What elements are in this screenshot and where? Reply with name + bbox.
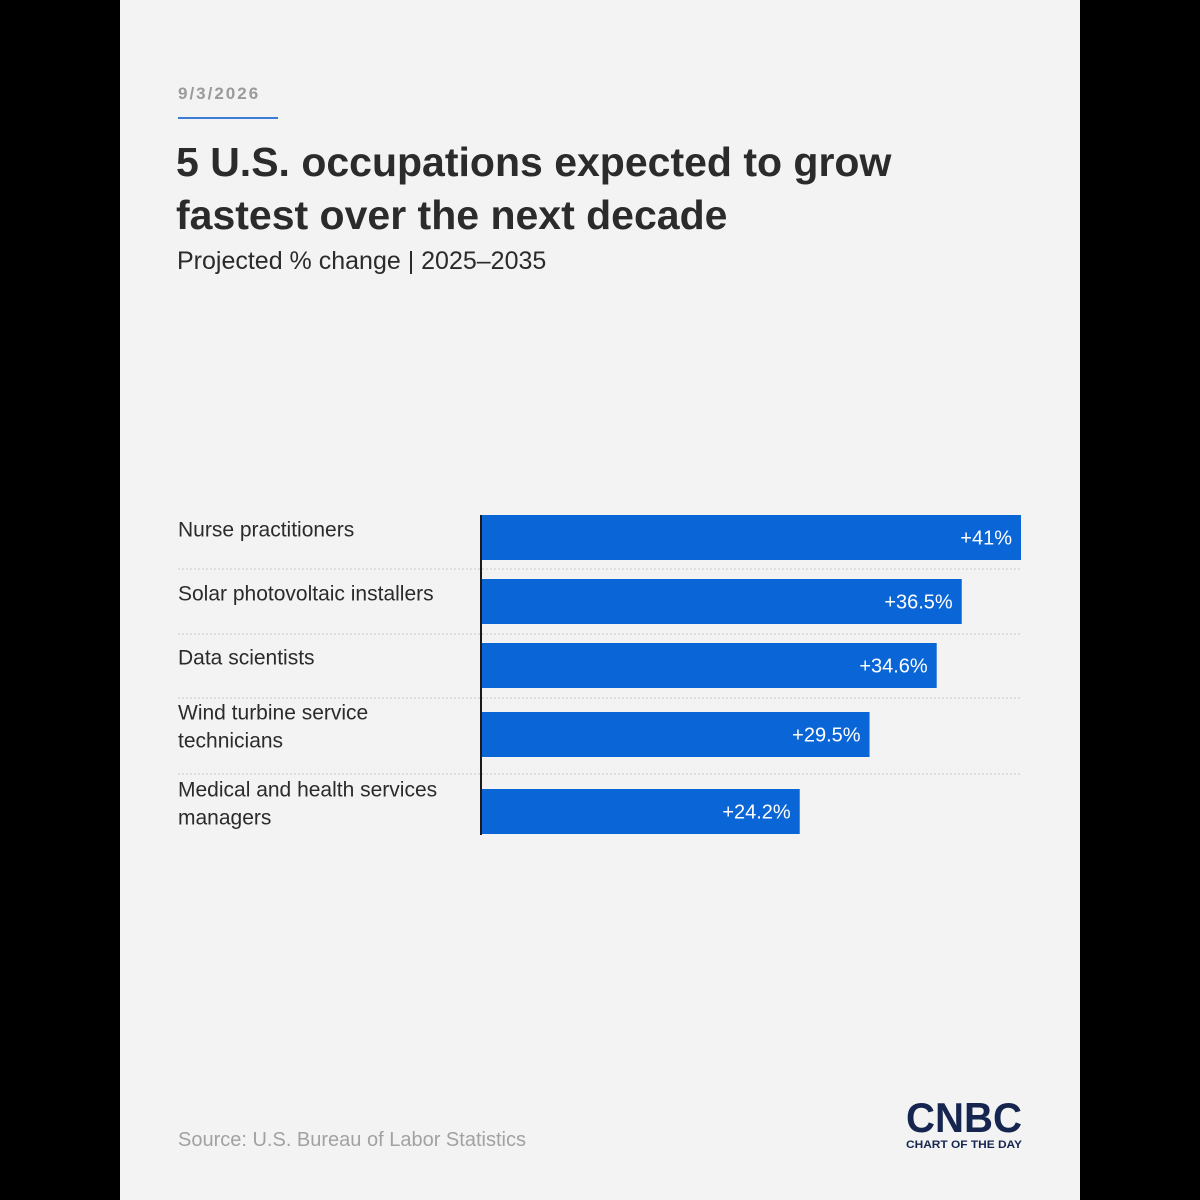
category-label: Medical and health services: [178, 779, 437, 802]
category-label: Solar photovoltaic installers: [178, 583, 434, 606]
chart-date: 9/3/2026: [178, 84, 261, 103]
bar: [481, 579, 962, 624]
chart-card: 9/3/2026 5 U.S. occupations expected to …: [120, 0, 1080, 1200]
category-label: Data scientists: [178, 647, 315, 670]
bar-value-label: +24.2%: [722, 802, 791, 824]
category-label: technicians: [178, 730, 283, 753]
bar-value-label: +34.6%: [859, 656, 928, 678]
chart-title: 5 U.S. occupations expected to grow fast…: [176, 139, 892, 238]
category-label: Wind turbine service: [178, 702, 368, 725]
bar: [481, 643, 937, 688]
bar: [481, 515, 1021, 560]
chart-subtitle: Projected % change | 2025–2035: [177, 247, 547, 275]
category-label: Nurse practitioners: [178, 519, 354, 542]
cnbc-logo: CNBC CHART OF THE DAY: [906, 1096, 1023, 1151]
logo-tagline: CHART OF THE DAY: [906, 1139, 1023, 1151]
logo-wordmark: CNBC: [906, 1096, 1022, 1141]
source-note: Source: U.S. Bureau of Labor Statistics: [178, 1129, 526, 1151]
bar-value-label: +29.5%: [792, 725, 861, 747]
bar-value-label: +36.5%: [884, 592, 953, 614]
bar-value-label: +41%: [960, 528, 1012, 550]
bar: [481, 712, 870, 757]
date-underline: [178, 117, 278, 119]
category-label: managers: [178, 807, 271, 830]
bar: [481, 789, 800, 834]
bar-chart: +41% Nurse practitioners +36.5% Solar photo…: [178, 515, 1022, 835]
